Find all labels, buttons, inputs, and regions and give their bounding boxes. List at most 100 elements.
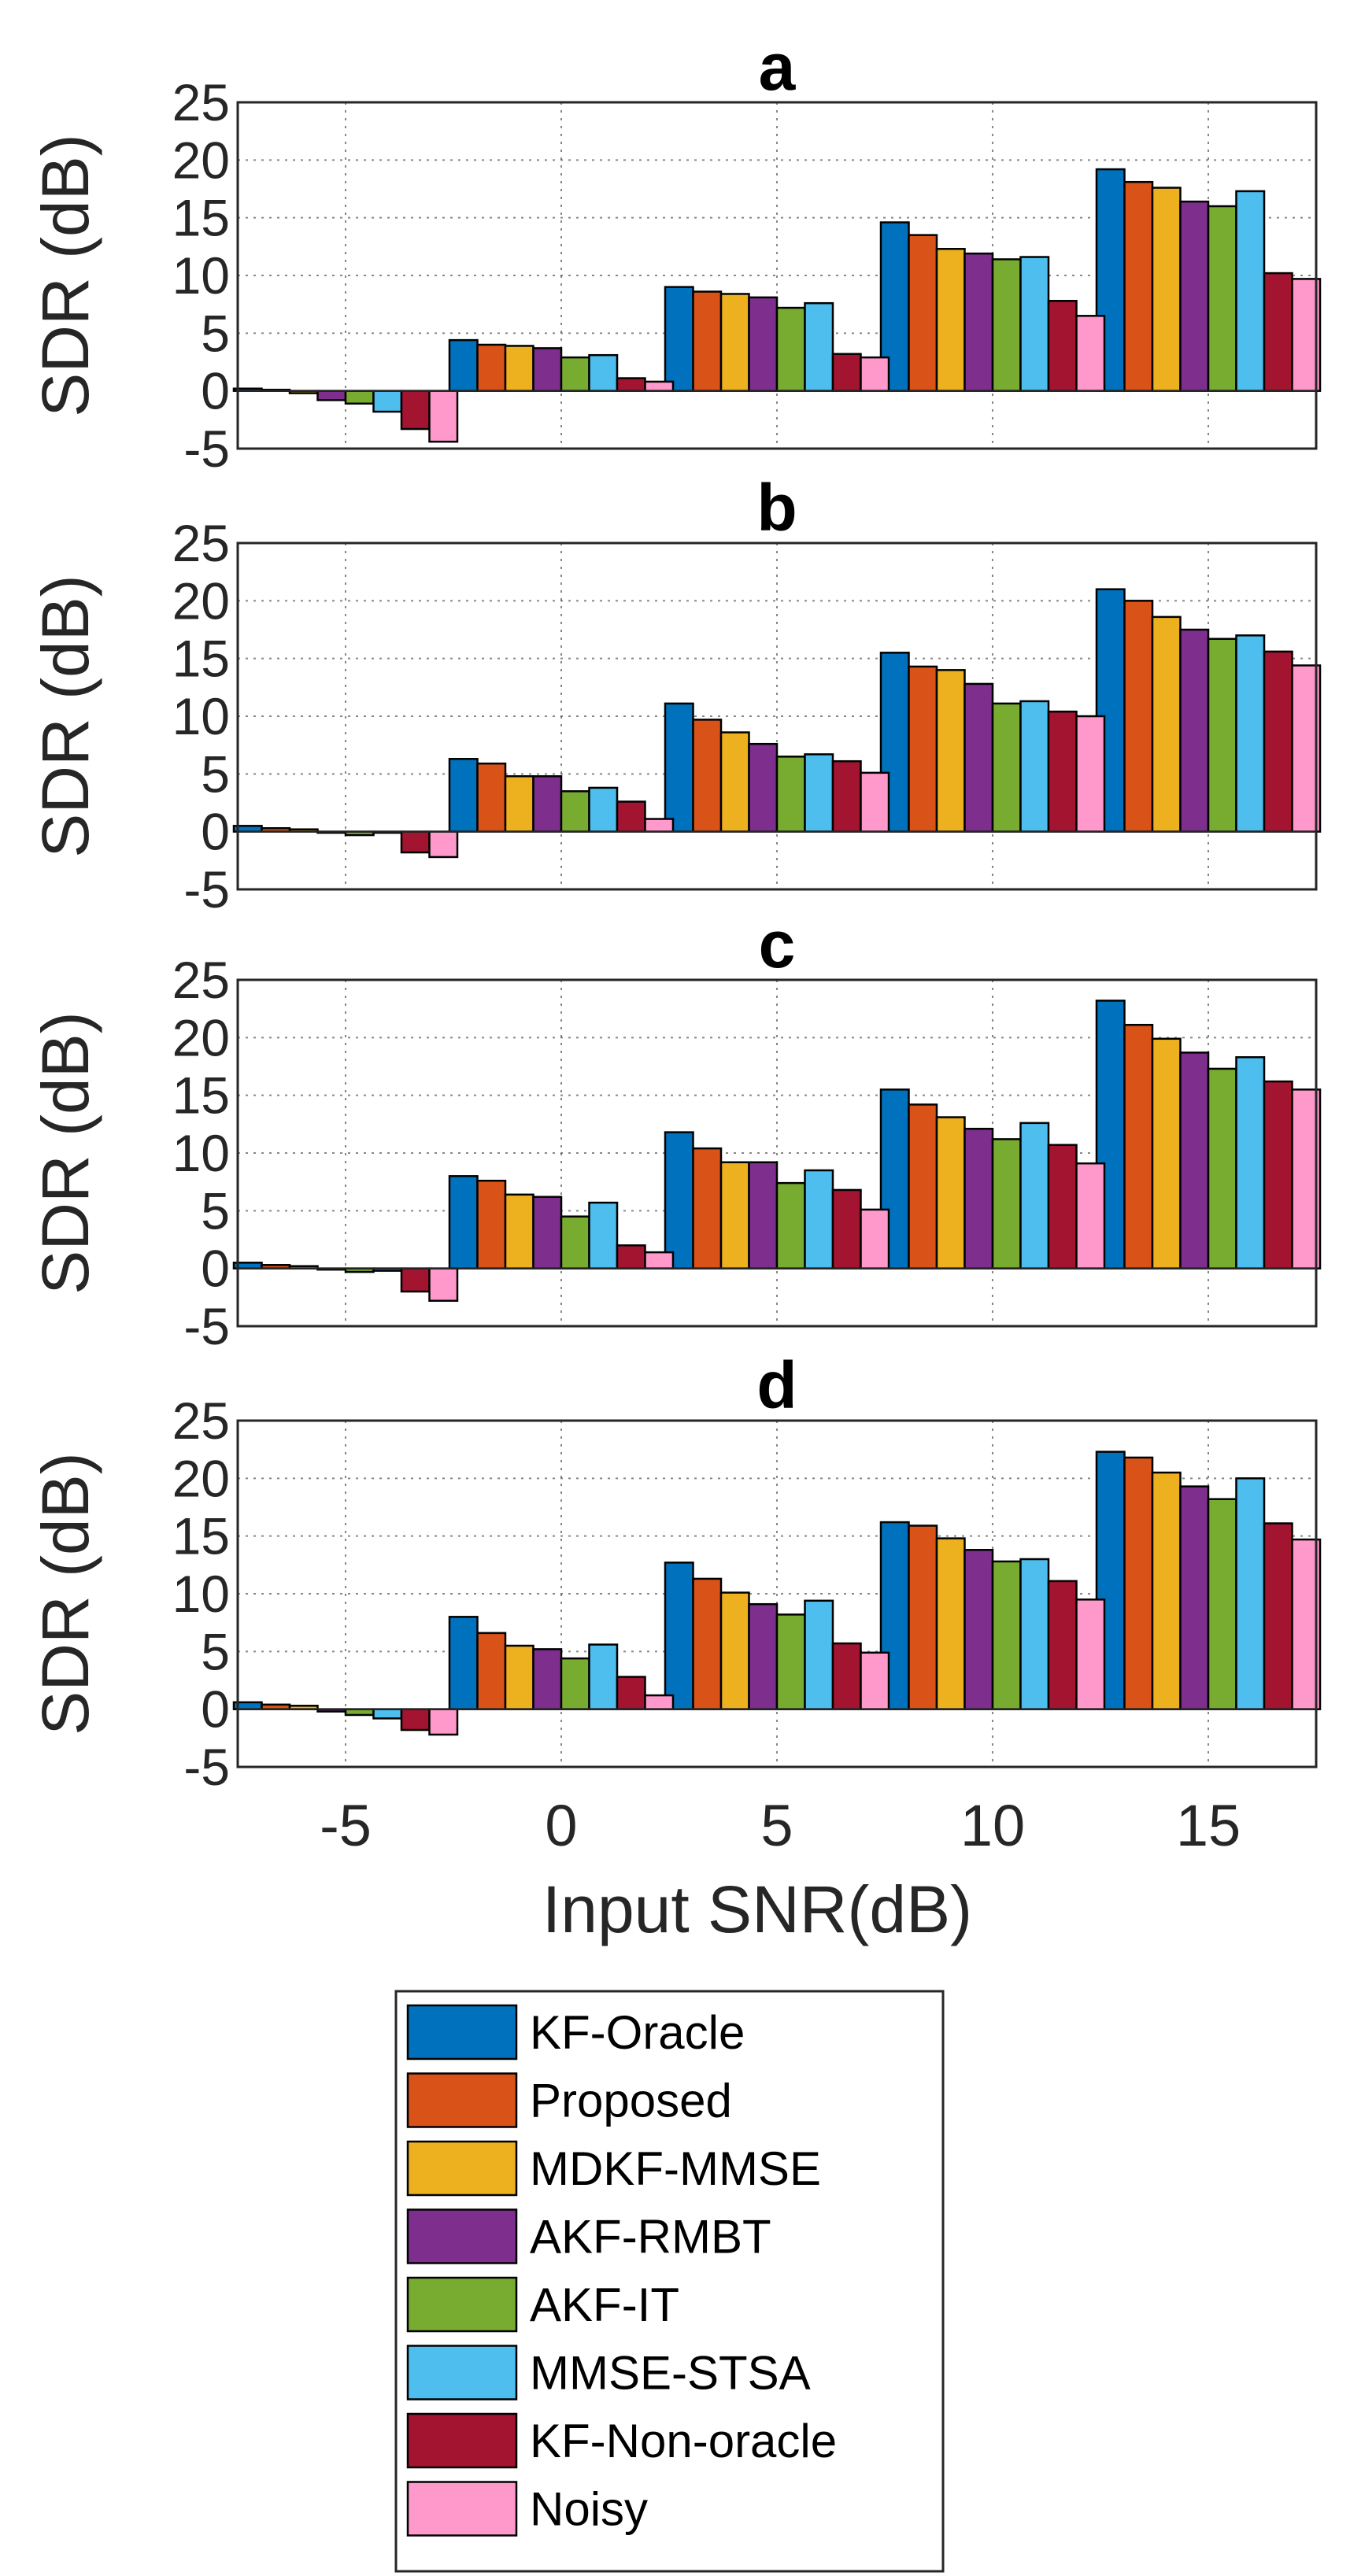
bar-c-kf-non-oracle-15	[1263, 1080, 1293, 1270]
bar-a-mmse-stsa-5	[372, 390, 403, 413]
axes-frame	[236, 101, 1318, 450]
y-tick-label: 25	[172, 1391, 230, 1450]
bar-c-akf-it-0	[560, 1215, 590, 1270]
bar-a-noisy-10	[1075, 315, 1106, 392]
bar-c-mmse-stsa-10	[1019, 1122, 1050, 1270]
bar-a-akf-it-10	[991, 258, 1022, 392]
bar-d-kf-non-oracle-5	[831, 1642, 862, 1710]
bar-c-kf-non-oracle-5	[400, 1267, 431, 1293]
bar-b-mdkf-mmse-0	[504, 775, 534, 833]
bar-b-kf-non-oracle-10	[1047, 710, 1078, 833]
bar-a-akf-it-5	[344, 390, 375, 405]
legend-swatch	[406, 2276, 518, 2333]
bar-a-kf-non-oracle-5	[831, 353, 862, 392]
panel-title-a: a	[759, 30, 797, 104]
bar-b-akf-it-0	[560, 790, 590, 833]
bar-d-noisy-5	[428, 1708, 459, 1736]
bar-c-mdkf-mmse-0	[504, 1193, 534, 1270]
bar-c-akf-it-15	[1207, 1067, 1237, 1270]
bar-c-kf-oracle-5	[664, 1131, 694, 1270]
bar-b-mmse-stsa-5	[804, 753, 834, 833]
bar-d-proposed-15	[1123, 1456, 1154, 1710]
bar-d-kf-non-oracle-10	[1047, 1580, 1078, 1710]
y-tick-label: 15	[172, 189, 230, 247]
y-tick-label: -5	[183, 1738, 230, 1796]
bar-a-akf-rmbt-5	[316, 390, 347, 401]
bar-d-noisy-0	[644, 1694, 675, 1710]
bar-c-akf-rmbt-5	[748, 1161, 779, 1270]
legend-swatch	[406, 2072, 518, 2128]
bar-b-noisy-10	[1075, 715, 1106, 833]
y-tick-label: 20	[172, 131, 230, 189]
bar-a-mmse-stsa-15	[1235, 190, 1266, 392]
y-tick-label: 20	[172, 1449, 230, 1507]
bar-d-kf-oracle-0	[448, 1616, 479, 1710]
bar-d-proposed-10	[908, 1525, 938, 1710]
bar-a-noisy-5	[428, 390, 459, 443]
bar-b-mdkf-mmse-5	[719, 731, 750, 833]
bar-a-noisy-5	[860, 356, 890, 392]
legend-item-proposed: Proposed	[406, 2072, 732, 2128]
legend-swatch	[406, 2481, 518, 2537]
y-tick-label: 15	[172, 630, 230, 688]
bar-a-akf-rmbt-0	[532, 347, 563, 392]
bar-c-akf-it-5	[775, 1181, 806, 1270]
legend-label: Noisy	[530, 2483, 648, 2536]
legend-label: MDKF-MMSE	[530, 2142, 821, 2195]
bar-d-mdkf-mmse-5	[719, 1591, 750, 1710]
bar-d-akf-it-10	[991, 1560, 1022, 1710]
bar-a-akf-it-0	[560, 356, 590, 392]
y-tick-label: 5	[201, 304, 230, 362]
legend-item-mmse-stsa: MMSE-STSA	[406, 2345, 811, 2400]
panel-title-b: b	[756, 471, 797, 545]
y-tick-label: 5	[201, 1181, 230, 1240]
y-axis-label: SDR (dB)	[28, 575, 102, 857]
y-tick-label: -5	[183, 1297, 230, 1355]
bar-a-akf-rmbt-5	[748, 296, 779, 392]
bar-c-noisy-5	[428, 1267, 459, 1302]
legend-swatch	[406, 2004, 518, 2060]
bar-d-akf-rmbt-15	[1179, 1485, 1210, 1710]
bar-c-proposed-5	[692, 1147, 723, 1270]
bar-a-mdkf-mmse-5	[719, 293, 750, 392]
bar-b-akf-rmbt-5	[748, 742, 779, 833]
bar-b-mdkf-mmse-15	[1151, 615, 1182, 833]
bar-b-mmse-stsa-10	[1019, 700, 1050, 833]
bar-d-kf-non-oracle-15	[1263, 1522, 1293, 1710]
bar-b-kf-non-oracle-5	[400, 830, 431, 854]
bar-d-mmse-stsa-0	[588, 1643, 619, 1710]
x-tick-label: 10	[960, 1793, 1025, 1858]
bar-c-noisy-0	[644, 1251, 675, 1270]
y-tick-label: 10	[172, 687, 230, 745]
y-axis-label: SDR (dB)	[28, 1452, 102, 1735]
bar-c-proposed-0	[476, 1179, 507, 1270]
y-tick-label: 0	[201, 1680, 230, 1739]
bar-a-mmse-stsa-5	[804, 301, 834, 392]
bar-b-akf-rmbt-15	[1179, 628, 1210, 833]
bar-c-mdkf-mmse-15	[1151, 1037, 1182, 1270]
axes-frame	[236, 1419, 1318, 1768]
bar-c-kf-non-oracle-10	[1047, 1144, 1078, 1270]
y-tick-label: 15	[172, 1066, 230, 1125]
bar-d-mmse-stsa-5	[372, 1708, 403, 1720]
legend-item-akf-it: AKF-IT	[406, 2276, 679, 2333]
bar-b-akf-it-15	[1207, 638, 1237, 833]
y-tick-label: 15	[172, 1507, 230, 1565]
y-tick-label: 20	[172, 1008, 230, 1066]
bar-a-kf-non-oracle-10	[1047, 300, 1078, 392]
bar-a-mmse-stsa-0	[588, 353, 619, 392]
y-tick-label: 0	[201, 1240, 230, 1298]
legend-label: AKF-RMBT	[530, 2211, 771, 2264]
bar-a-proposed-15	[1123, 180, 1154, 392]
bar-b-mmse-stsa-15	[1235, 634, 1266, 833]
bar-b-noisy-5	[860, 771, 890, 833]
bar-b-mmse-stsa-0	[588, 786, 619, 833]
bar-c-mmse-stsa-15	[1235, 1056, 1266, 1270]
bar-a-akf-rmbt-10	[963, 252, 994, 392]
y-tick-label: 5	[201, 745, 230, 803]
x-tick-label: 0	[545, 1793, 577, 1858]
bar-b-noisy-5	[428, 830, 459, 859]
